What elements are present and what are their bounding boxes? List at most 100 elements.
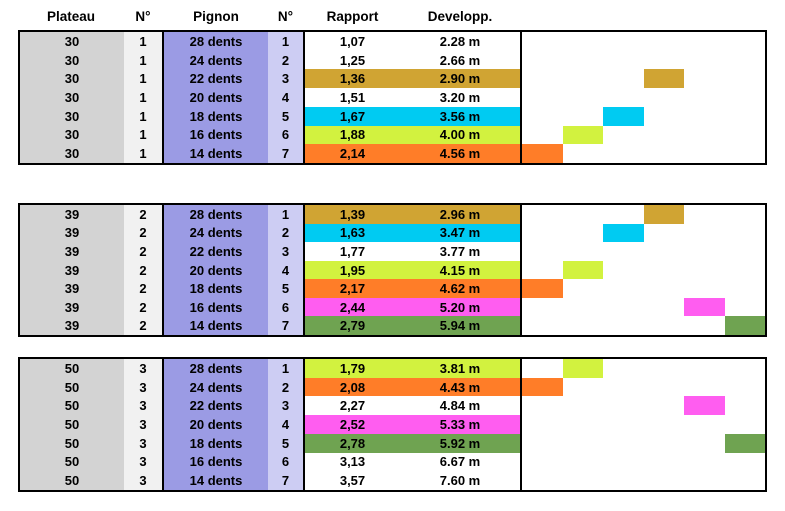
pignon-cell: 20 dents: [162, 415, 268, 434]
chainring-number-cell: 1: [124, 88, 162, 107]
sprocket-number-cell: 1: [268, 32, 303, 51]
chainring-number-cell: 1: [124, 144, 162, 164]
plateau-cell: 39: [20, 316, 124, 336]
ratio-band: 1,67 3.56 m: [303, 106, 520, 126]
chart-marker-green: [724, 433, 765, 453]
header-plateau: Plateau: [46, 9, 96, 24]
developp-value: 4.43 m: [439, 379, 481, 395]
ratio-band: 1,51 3.20 m: [303, 88, 520, 107]
table-row: 39 2 22 dents 3 1,77 3.77 m: [20, 242, 520, 261]
developp-value: 2.96 m: [439, 206, 481, 222]
header-rapport: Rapport: [326, 9, 379, 24]
chart-marker-ochre: [643, 69, 684, 89]
ratio-band: 1,79 3.81 m: [303, 359, 520, 378]
plateau-cell: 39: [20, 223, 124, 243]
chart-marker-yellowgreen: [562, 125, 603, 145]
sprocket-number-cell: 7: [268, 471, 303, 491]
developp-value: 3.20 m: [439, 90, 481, 106]
developp-value: 5.94 m: [439, 318, 481, 334]
sprocket-number-cell: 4: [268, 415, 303, 434]
developp-value: 2.66 m: [439, 52, 481, 68]
plateau-cell: 39: [20, 205, 124, 224]
chainring-number-cell: 3: [124, 359, 162, 378]
chainring-number-cell: 2: [124, 316, 162, 336]
table-row: 30 1 22 dents 3 1,36 2.90 m: [20, 69, 520, 89]
sprocket-number-cell: 3: [268, 242, 303, 261]
chainring-number-cell: 3: [124, 396, 162, 416]
ratio-band: 1,25 2.66 m: [303, 50, 520, 70]
ratio-band: 2,44 5.20 m: [303, 297, 520, 317]
table-row: 50 3 20 dents 4 2,52 5.33 m: [20, 415, 520, 434]
plateau-cell: 39: [20, 279, 124, 298]
plateau-cell: 30: [20, 125, 124, 145]
plateau-cell: 50: [20, 359, 124, 378]
chainring-number-cell: 2: [124, 223, 162, 243]
pignon-cell: 28 dents: [162, 205, 268, 224]
rapport-value: 2,44: [339, 299, 366, 315]
chart-marker-yellowgreen: [562, 260, 603, 280]
sprocket-number-cell: 7: [268, 144, 303, 164]
chart-marker-orange: [522, 144, 563, 163]
pignon-cell: 22 dents: [162, 242, 268, 261]
developp-value: 2.90 m: [439, 71, 481, 87]
developp-value: 3.47 m: [439, 225, 481, 241]
rapport-value: 1,36: [339, 71, 366, 87]
sprocket-number-cell: 4: [268, 88, 303, 107]
plateau-cell: 30: [20, 144, 124, 164]
table-row: 39 2 20 dents 4 1,95 4.15 m: [20, 260, 520, 280]
header-num-sprocket: N°: [277, 9, 294, 24]
ratio-band: 2,14 4.56 m: [303, 144, 520, 164]
pignon-cell: 14 dents: [162, 316, 268, 336]
rapport-value: 2,17: [339, 281, 366, 297]
plateau-cell: 30: [20, 32, 124, 51]
rapport-value: 1,77: [339, 243, 366, 259]
header-developp: Developp.: [427, 9, 493, 24]
pignon-cell: 16 dents: [162, 297, 268, 317]
rapport-value: 1,07: [339, 33, 366, 49]
pignon-cell: 14 dents: [162, 144, 268, 164]
developp-value: 3.56 m: [439, 108, 481, 124]
plateau-cell: 30: [20, 88, 124, 107]
rapport-value: 2,14: [339, 146, 366, 162]
table-row: 39 2 28 dents 1 1,39 2.96 m: [20, 205, 520, 224]
sprocket-number-cell: 5: [268, 106, 303, 126]
chainring-number-cell: 2: [124, 205, 162, 224]
sprocket-number-cell: 4: [268, 260, 303, 280]
ratio-band: 1,36 2.90 m: [303, 69, 520, 89]
plateau-cell: 39: [20, 260, 124, 280]
chainring-number-cell: 2: [124, 260, 162, 280]
pignon-cell: 24 dents: [162, 50, 268, 70]
table-row: 39 2 14 dents 7 2,79 5.94 m: [20, 316, 520, 336]
development-chart-30: [520, 32, 765, 163]
plateau-cell: 39: [20, 242, 124, 261]
table-row: 30 1 18 dents 5 1,67 3.56 m: [20, 106, 520, 126]
chart-marker-yellowgreen: [562, 359, 603, 378]
sprocket-number-cell: 3: [268, 396, 303, 416]
rapport-value: 2,78: [339, 435, 366, 451]
ratio-band: 2,79 5.94 m: [303, 316, 520, 336]
chart-marker-magenta: [684, 297, 725, 317]
table-rows: 30 1 28 dents 1 1,07 2.28 m 30 1 24 dents 2 1,25 2.…: [20, 32, 520, 164]
table-row: 50 3 18 dents 5 2,78 5.92 m: [20, 433, 520, 453]
ratio-band: 1,77 3.77 m: [303, 242, 520, 261]
ratio-band: 2,08 4.43 m: [303, 377, 520, 397]
chainring-number-cell: 1: [124, 69, 162, 89]
sprocket-number-cell: 2: [268, 377, 303, 397]
ratio-band: 2,17 4.62 m: [303, 279, 520, 298]
rapport-value: 1,88: [339, 127, 366, 143]
rapport-value: 3,13: [339, 454, 366, 470]
sprocket-number-cell: 6: [268, 125, 303, 145]
header-pignon: Pignon: [193, 9, 239, 24]
header-num-chainring: N°: [135, 9, 151, 24]
chainring-number-cell: 2: [124, 297, 162, 317]
plateau-cell: 39: [20, 297, 124, 317]
chainring-number-cell: 1: [124, 125, 162, 145]
table-row: 39 2 16 dents 6 2,44 5.20 m: [20, 297, 520, 317]
table-rows: 39 2 28 dents 1 1,39 2.96 m 39 2 24 dents 2 1,63 3.…: [20, 205, 520, 336]
sprocket-number-cell: 3: [268, 69, 303, 89]
developp-value: 7.60 m: [439, 473, 481, 489]
ratio-band: 3,57 7.60 m: [303, 471, 520, 491]
developp-value: 5.20 m: [439, 299, 481, 315]
plateau-cell: 50: [20, 452, 124, 472]
plateau-39-block: 39 2 28 dents 1 1,39 2.96 m 39 2 24 dents 2 1,63 3.…: [18, 203, 767, 337]
